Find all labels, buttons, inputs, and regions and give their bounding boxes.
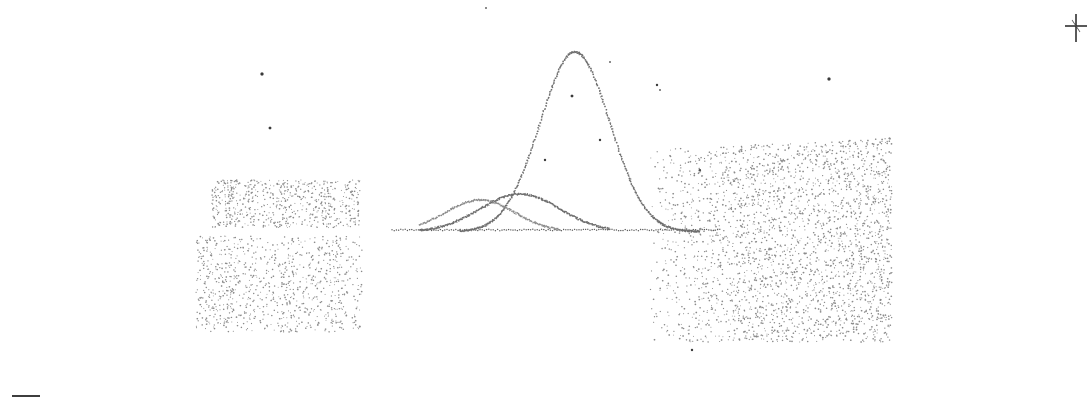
wide-bell-curve xyxy=(418,192,611,232)
crosshair-icon xyxy=(1065,14,1087,42)
small-bell-curve xyxy=(418,198,561,231)
dotted-baseline xyxy=(391,228,721,232)
tall-bell-curve xyxy=(458,50,701,234)
stray-specks xyxy=(260,7,831,352)
right-stipple-block xyxy=(649,137,893,343)
left-stipple-block xyxy=(195,179,363,333)
